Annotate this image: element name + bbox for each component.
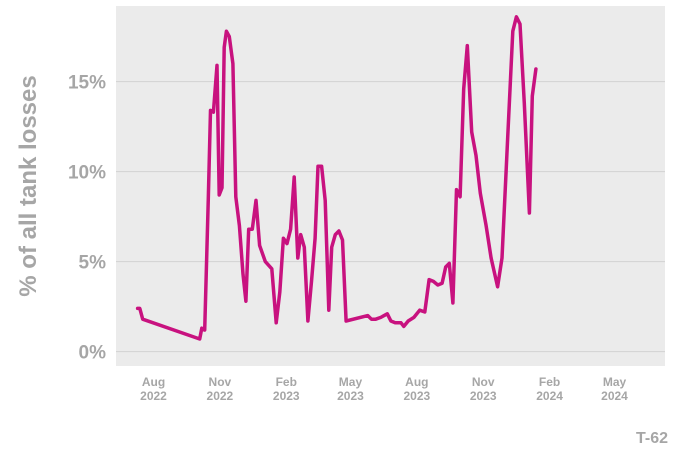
y-tick-label: 5% bbox=[79, 253, 107, 274]
x-tick-label: 2023 bbox=[470, 389, 497, 403]
x-tick-label: Nov bbox=[209, 375, 232, 389]
x-tick-label: 2023 bbox=[337, 389, 364, 403]
x-axis-ticks: Aug2022Nov2022Feb2023May2023Aug2023Nov20… bbox=[140, 375, 628, 403]
x-tick-label: 2022 bbox=[140, 389, 167, 403]
y-tick-label: 15% bbox=[68, 73, 106, 94]
y-axis-ticks: 0% 5% 10% 15% bbox=[68, 73, 106, 364]
x-tick-label: May bbox=[339, 375, 363, 389]
x-tick-label: Aug bbox=[142, 375, 165, 389]
x-tick-label: Aug bbox=[405, 375, 428, 389]
plot-background bbox=[116, 6, 665, 366]
y-axis-title: % of all tank losses bbox=[15, 75, 42, 296]
x-tick-label: 2024 bbox=[601, 389, 628, 403]
series-line bbox=[135, 15, 538, 341]
x-tick-label: Nov bbox=[472, 375, 495, 389]
x-tick-label: May bbox=[603, 375, 627, 389]
x-tick-label: 2022 bbox=[207, 389, 234, 403]
x-tick-label: 2023 bbox=[273, 389, 300, 403]
x-tick-label: 2024 bbox=[536, 389, 563, 403]
tank-model-caption: T-62 bbox=[635, 430, 668, 447]
x-tick-label: Feb bbox=[276, 375, 297, 389]
series-lines bbox=[135, 15, 538, 341]
y-tick-label: 10% bbox=[68, 163, 106, 184]
x-tick-label: Feb bbox=[539, 375, 560, 389]
y-tick-label: 0% bbox=[79, 343, 107, 364]
x-tick-label: 2023 bbox=[403, 389, 430, 403]
